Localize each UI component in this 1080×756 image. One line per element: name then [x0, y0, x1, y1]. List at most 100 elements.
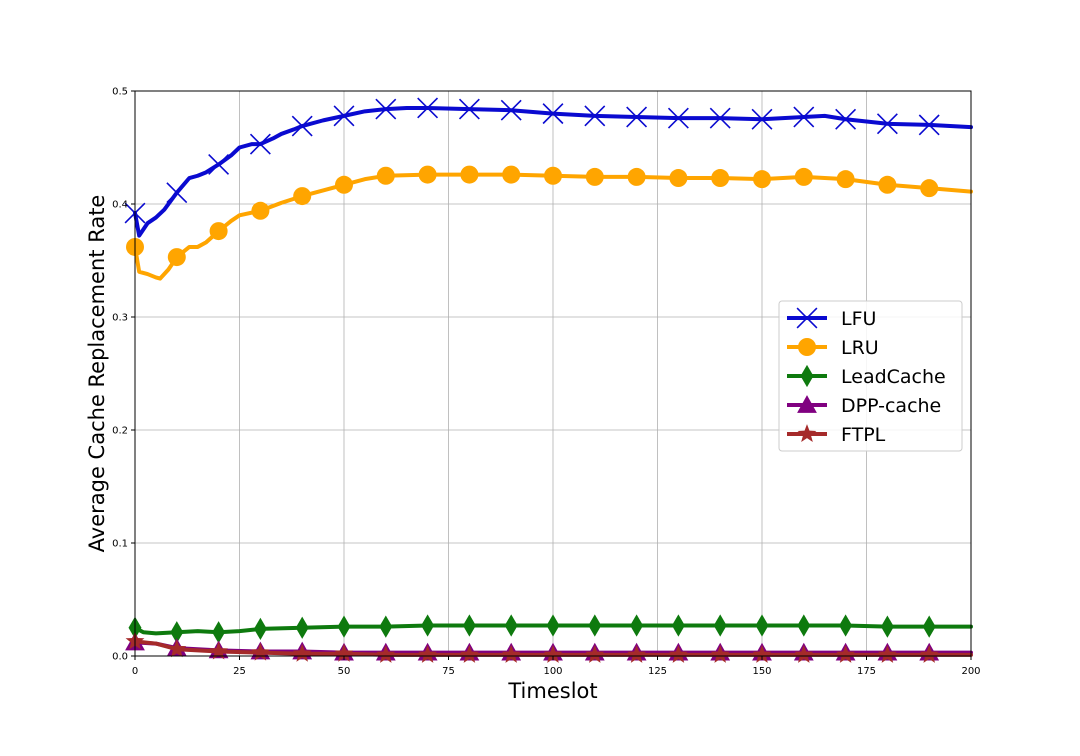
- data-point-lru: [753, 170, 771, 189]
- data-point-lfu: [333, 105, 355, 127]
- data-point-lfu: [500, 99, 522, 121]
- data-point-lru: [167, 248, 186, 267]
- data-point-lfu: [835, 108, 857, 130]
- data-point-leadcache: [337, 615, 351, 638]
- data-point-lru: [669, 169, 688, 188]
- data-point-ftpl: [627, 644, 647, 663]
- y-tick-label: 0.2: [112, 426, 128, 437]
- data-point-leadcache: [546, 614, 560, 637]
- legend-label: LRU: [841, 337, 879, 359]
- data-point-lfu: [667, 107, 689, 129]
- legend: LFU LRU LeadCache DPP-cache FTPL: [778, 300, 963, 452]
- data-point-ftpl: [836, 644, 856, 663]
- data-point-lru: [335, 175, 353, 194]
- data-point-lru: [251, 201, 270, 220]
- series-lfu: [124, 97, 973, 238]
- data-point-lru: [544, 166, 562, 185]
- data-point-leadcache: [755, 614, 769, 637]
- y-tick-label: 0.1: [112, 539, 128, 550]
- data-point-lru: [502, 165, 521, 184]
- x-tick-label: 200: [961, 666, 980, 677]
- x-tick-label: 125: [648, 666, 667, 677]
- data-point-ftpl: [585, 644, 605, 663]
- data-point-leadcache: [295, 616, 309, 639]
- data-point-leadcache: [504, 614, 518, 637]
- data-point-lru: [711, 169, 730, 188]
- data-point-leadcache: [713, 614, 727, 637]
- data-point-lru: [293, 187, 312, 206]
- x-tick-label: 75: [442, 666, 455, 677]
- data-point-lfu: [751, 108, 773, 130]
- legend-marker-lfu: [796, 307, 818, 329]
- legend-item-lfu: LFU: [787, 307, 876, 330]
- data-point-lfu: [417, 97, 439, 119]
- data-point-ftpl: [668, 644, 688, 663]
- data-point-ftpl: [209, 641, 229, 660]
- y-tick-label: 0.5: [112, 87, 128, 98]
- data-point-lru: [460, 165, 479, 184]
- data-point-lfu: [709, 107, 731, 129]
- x-tick-label: 175: [857, 666, 876, 677]
- legend-item-lru: LRU: [787, 337, 879, 359]
- x-tick-label: 150: [752, 666, 771, 677]
- data-point-leadcache: [797, 614, 811, 637]
- data-point-lru: [836, 170, 855, 189]
- legend-marker-dpp-cache: [797, 395, 817, 413]
- data-point-leadcache: [462, 614, 476, 637]
- data-point-lfu: [876, 113, 898, 135]
- data-point-lfu: [249, 133, 271, 155]
- data-point-leadcache: [671, 614, 685, 637]
- data-point-leadcache: [212, 621, 226, 644]
- legend-label: LeadCache: [841, 366, 946, 388]
- data-point-leadcache: [630, 614, 644, 637]
- data-point-ftpl: [501, 644, 521, 663]
- y-tick-label: 0.3: [112, 313, 128, 324]
- data-point-lfu: [458, 98, 480, 120]
- data-point-leadcache: [839, 614, 853, 637]
- data-point-lfu: [291, 115, 313, 137]
- legend-marker-lru: [798, 338, 816, 356]
- y-tick-label: 0.0: [112, 652, 128, 663]
- data-point-ftpl: [752, 644, 772, 663]
- data-point-lfu: [584, 105, 606, 127]
- data-point-leadcache: [379, 615, 393, 638]
- legend-label: FTPL: [841, 424, 886, 446]
- x-tick-label: 0: [132, 666, 138, 677]
- data-point-ftpl: [919, 644, 939, 663]
- data-point-ftpl: [543, 644, 563, 663]
- series-line-lfu: [133, 105, 973, 238]
- data-point-ftpl: [250, 642, 270, 661]
- data-point-ftpl: [167, 639, 187, 658]
- data-point-ftpl: [710, 644, 730, 663]
- data-point-ftpl: [418, 644, 438, 663]
- data-point-ftpl: [292, 643, 312, 662]
- data-point-lru: [627, 167, 646, 186]
- data-point-lru: [920, 179, 939, 198]
- data-point-ftpl: [459, 644, 479, 663]
- legend-marker-ftpl: [797, 424, 817, 443]
- y-tick-label: 0.4: [112, 200, 128, 211]
- data-point-ftpl: [334, 643, 354, 662]
- data-point-lfu: [542, 103, 564, 125]
- data-point-leadcache: [170, 621, 184, 644]
- data-point-leadcache: [922, 615, 936, 638]
- series-leadcache: [128, 614, 973, 644]
- data-point-lfu: [793, 106, 815, 128]
- legend-label: DPP-cache: [841, 395, 941, 417]
- data-point-ftpl: [877, 644, 897, 663]
- legend-item-leadcache: LeadCache: [787, 364, 946, 388]
- data-point-lfu: [208, 153, 230, 175]
- data-point-lru: [376, 166, 395, 185]
- legend-item-dpp-cache: DPP-cache: [787, 395, 941, 417]
- data-point-lru: [209, 222, 228, 241]
- legend-marker-leadcache: [800, 364, 814, 388]
- data-point-leadcache: [588, 614, 602, 637]
- data-point-lru: [878, 175, 897, 194]
- data-point-lfu: [166, 182, 188, 204]
- data-point-leadcache: [880, 615, 894, 638]
- ticks: 0 25 50 75 100 125 150 175 200 0.0 0.1 0.2 0.3 0.4 0.5: [112, 87, 980, 678]
- legend-item-ftpl: FTPL: [787, 424, 886, 446]
- data-point-ftpl: [794, 644, 814, 663]
- x-tick-label: 50: [338, 666, 351, 677]
